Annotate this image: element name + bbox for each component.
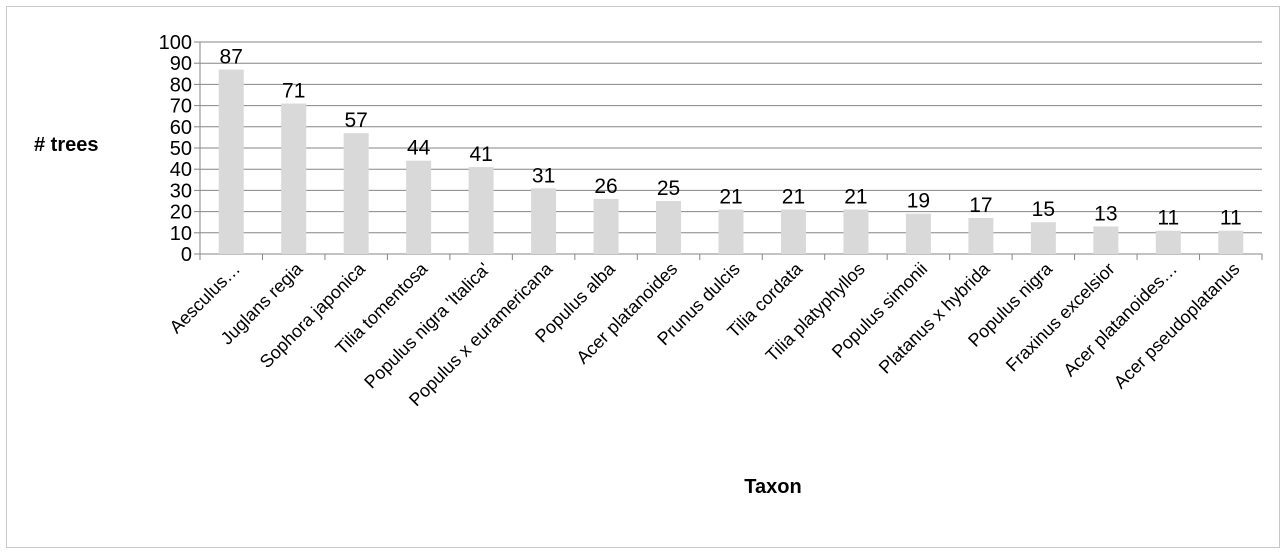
x-axis-title: Taxon (744, 476, 801, 498)
bar (656, 201, 682, 254)
bar-value-label: 11 (1157, 207, 1179, 230)
bar (780, 209, 806, 254)
bar (281, 103, 307, 254)
y-tick-label: 90 (170, 53, 192, 75)
bar-value-label: 13 (1094, 202, 1117, 225)
bar-value-label: 44 (407, 137, 431, 160)
x-tick-label: Sophora japonica (256, 258, 370, 372)
bar (406, 160, 432, 254)
bar-value-label: 21 (844, 185, 867, 208)
y-tick-label: 30 (170, 180, 192, 202)
bar-value-label: 11 (1220, 207, 1242, 230)
bar-value-label: 87 (220, 46, 243, 69)
bar-value-label: 21 (719, 185, 742, 208)
bar (843, 209, 869, 254)
bar (1155, 230, 1181, 254)
y-tick-label: 100 (159, 32, 192, 54)
bar-value-label: 26 (594, 175, 617, 198)
bar (468, 167, 494, 254)
bar-value-label: 25 (657, 177, 680, 200)
bar (343, 133, 369, 254)
bar-value-label: 41 (469, 143, 492, 166)
y-axis-title: # trees (34, 134, 99, 156)
bar (905, 213, 931, 254)
bar-value-label: 19 (907, 190, 930, 213)
y-tick-label: 10 (170, 223, 192, 245)
bar (1093, 226, 1119, 254)
bar-value-label: 31 (532, 164, 555, 187)
gridlines (194, 41, 1263, 260)
bar (1218, 230, 1244, 254)
data-labels: 87 71 57 44 41 31 26 25 21 21 21 19 17 15 13 11 11 (220, 46, 1242, 230)
bar (531, 188, 557, 254)
x-tick-label: Populus nigra 'Italica' (360, 259, 494, 393)
y-tick-label: 80 (170, 74, 192, 96)
y-tick-label: 50 (170, 138, 192, 160)
bar (1030, 222, 1056, 254)
y-tick-label: 40 (170, 159, 192, 181)
bar (593, 198, 619, 254)
x-tick-label: Platanus x hybrida (875, 258, 995, 378)
bar (718, 209, 744, 254)
bar-value-label: 57 (344, 109, 367, 132)
y-tick-label: 70 (170, 96, 192, 118)
bar (968, 217, 994, 254)
bar-value-label: 21 (782, 185, 805, 208)
chart-frame (6, 6, 1280, 548)
x-tick-label: Fraxinus excelsior (1002, 259, 1119, 376)
y-tick-label: 0 (181, 244, 192, 266)
x-tick-label: Acer pseudoplatanus (1110, 259, 1244, 393)
bars (218, 69, 1244, 254)
y-tick-label: 20 (170, 202, 192, 224)
bar (218, 69, 244, 254)
y-tick-label: 60 (170, 117, 192, 139)
bar-value-label: 15 (1032, 198, 1055, 221)
bar-value-label: 71 (282, 79, 305, 102)
x-tick-label: Acer platanoides… (1059, 259, 1181, 381)
bar-value-label: 17 (969, 194, 992, 217)
